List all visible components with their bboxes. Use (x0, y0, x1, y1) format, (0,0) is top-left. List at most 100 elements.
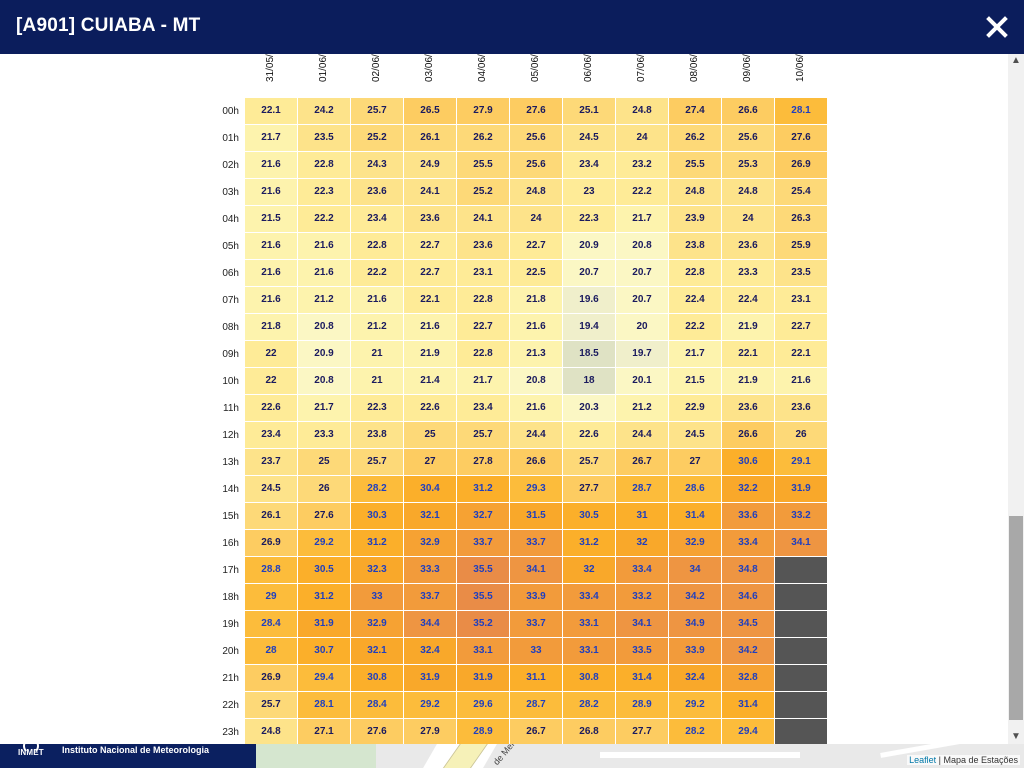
temperature-cell: 32.8 (722, 665, 775, 692)
temperature-cell: 24.4 (510, 422, 563, 449)
temperature-cell: 22 (245, 368, 298, 395)
temperature-cell: 33.7 (404, 584, 457, 611)
table-row: 05h 21.6 21.6 22.8 22.7 23.6 22.7 20.9 20.8 23.8 2… (0, 233, 1008, 260)
temperature-cell: 27.9 (404, 719, 457, 744)
temperature-cell: 27.6 (775, 125, 828, 152)
vertical-scrollbar[interactable]: ▲ ▼ (1008, 54, 1024, 744)
date-label: 10/06/ (795, 54, 806, 82)
date-label: 09/06/ (742, 54, 753, 82)
hour-label: 09h (222, 349, 239, 360)
temperature-cell: 26.9 (775, 152, 828, 179)
temperature-cell: 22 (245, 341, 298, 368)
temperature-cell: 20.8 (616, 233, 669, 260)
temperature-cell: 27.6 (298, 503, 351, 530)
temperature-cell: 31.9 (775, 476, 828, 503)
temperature-cell: 25.7 (563, 449, 616, 476)
temperature-cell: 31.4 (722, 692, 775, 719)
temperature-cell: 23.5 (775, 260, 828, 287)
date-label: 03/06/ (424, 54, 435, 82)
temperature-cell: 21.6 (775, 368, 828, 395)
temperature-cell: 31.2 (457, 476, 510, 503)
date-label: 01/06/ (318, 54, 329, 82)
temperature-cell: 29 (245, 584, 298, 611)
temperature-cell: 20.7 (616, 287, 669, 314)
temperature-cell: 34.2 (722, 638, 775, 665)
temperature-cell: 21.7 (245, 125, 298, 152)
temperature-cell: 20.9 (298, 341, 351, 368)
hour-label: 14h (222, 484, 239, 495)
temperature-cell: 22.9 (669, 395, 722, 422)
temperature-cell: 24.3 (351, 152, 404, 179)
station-title: [A901] CUIABA - MT (16, 15, 201, 36)
temperature-cell: 23.6 (404, 206, 457, 233)
table-row: 01h 21.7 23.5 25.2 26.1 26.2 25.6 24.5 24 26.2 25.… (0, 125, 1008, 152)
date-label: 31/05/ (265, 54, 276, 82)
temperature-cell: 20.9 (563, 233, 616, 260)
temperature-cell: 26.7 (616, 449, 669, 476)
temperature-cell: 32.2 (722, 476, 775, 503)
temperature-cell: 25.3 (722, 152, 775, 179)
temperature-cell: 22.2 (351, 260, 404, 287)
temperature-cell: 33.7 (510, 611, 563, 638)
temperature-cell: 30.6 (722, 449, 775, 476)
temperature-cell: 19.7 (616, 341, 669, 368)
temperature-cell: 26 (298, 476, 351, 503)
temperature-cell: 31.4 (669, 503, 722, 530)
date-label: 05/06/ (530, 54, 541, 82)
temperature-cell: 27.4 (669, 98, 722, 125)
hour-label: 22h (222, 700, 239, 711)
scroll-down-icon[interactable]: ▼ (1011, 731, 1021, 742)
hour-label: 17h (222, 565, 239, 576)
table-row: 08h 21.8 20.8 21.2 21.6 22.7 21.6 19.4 20 22.2 21.… (0, 314, 1008, 341)
leaflet-link[interactable]: Leaflet (909, 755, 937, 765)
temperature-cell: 31 (616, 503, 669, 530)
scroll-thumb[interactable] (1009, 516, 1023, 720)
temperature-cell: 27.6 (510, 98, 563, 125)
temperature-cell: 24.8 (722, 179, 775, 206)
temperature-cell: 30.4 (404, 476, 457, 503)
missing-data-cell (775, 557, 828, 584)
temperature-cell: 26.3 (775, 206, 828, 233)
temperature-cell: 25.7 (245, 692, 298, 719)
temperature-cell: 27.7 (563, 476, 616, 503)
temperature-cell: 21.6 (245, 260, 298, 287)
temperature-cell: 27 (669, 449, 722, 476)
missing-data-cell (775, 665, 828, 692)
temperature-cell: 24.1 (404, 179, 457, 206)
temperature-cell: 31.9 (298, 611, 351, 638)
missing-data-cell (775, 719, 828, 744)
temperature-cell: 25.6 (510, 125, 563, 152)
temperature-cell: 22.7 (457, 314, 510, 341)
temperature-cell: 21.6 (245, 233, 298, 260)
scroll-up-icon[interactable]: ▲ (1011, 55, 1021, 66)
table-row: 09h 22 20.9 21 21.9 22.8 21.3 18.5 19.7 21.7 22.1 2… (0, 341, 1008, 368)
temperature-cell: 21.6 (404, 314, 457, 341)
temperature-cell: 22.8 (351, 233, 404, 260)
temperature-cell: 30.7 (298, 638, 351, 665)
temperature-cell: 24.4 (616, 422, 669, 449)
temperature-cell: 20.1 (616, 368, 669, 395)
temperature-cell: 20 (616, 314, 669, 341)
temperature-cell: 28.1 (298, 692, 351, 719)
temperature-cell: 23.3 (298, 422, 351, 449)
hour-label: 07h (222, 295, 239, 306)
temperature-cell: 21.7 (298, 395, 351, 422)
temperature-cell: 32 (563, 557, 616, 584)
table-row: 02h 21.6 22.8 24.3 24.9 25.5 25.6 23.4 23.2 25.5 2… (0, 152, 1008, 179)
temperature-cell: 26.8 (563, 719, 616, 744)
temperature-cell: 34.1 (616, 611, 669, 638)
hour-label: 13h (222, 457, 239, 468)
temperature-cell: 26.9 (245, 665, 298, 692)
temperature-cell: 21.6 (245, 152, 298, 179)
temperature-cell: 23.6 (722, 233, 775, 260)
temperature-cell: 23.4 (457, 395, 510, 422)
temperature-cell: 32.7 (457, 503, 510, 530)
temperature-cell: 21.6 (245, 179, 298, 206)
temperature-cell: 29.1 (775, 449, 828, 476)
temperature-table[interactable]: 31/05/01/06/02/06/03/06/04/06/05/06/06/0… (0, 54, 1008, 744)
table-row: 16h 26.9 29.2 31.2 32.9 33.7 33.7 31.2 32 32.9 33.… (0, 530, 1008, 557)
temperature-cell: 35.5 (457, 557, 510, 584)
temperature-cell: 23.4 (351, 206, 404, 233)
temperature-cell: 24 (722, 206, 775, 233)
close-icon[interactable] (984, 14, 1010, 40)
